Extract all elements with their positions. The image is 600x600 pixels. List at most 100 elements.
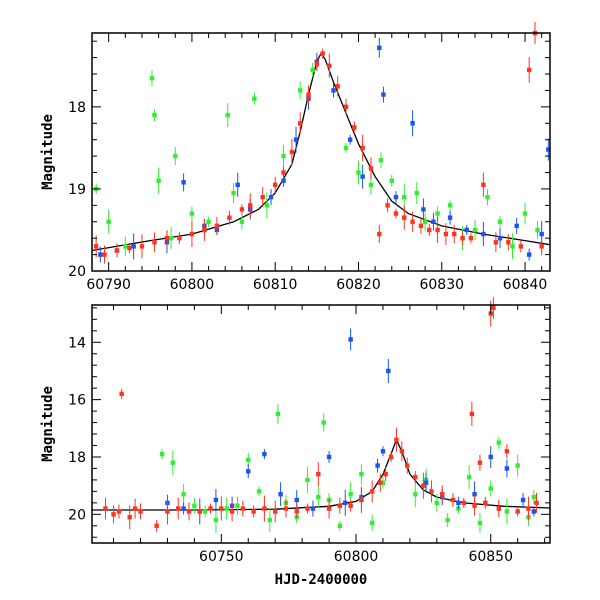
top-red-point: [127, 245, 132, 251]
top-blue-point: [393, 194, 399, 200]
top-red-point: [297, 121, 303, 126]
bottom-blue-point: [246, 469, 251, 474]
top-blue-point: [131, 244, 136, 249]
bottom-red-point: [477, 460, 483, 465]
top-blue-point: [464, 227, 469, 233]
bottom-green-point: [413, 492, 418, 497]
bottom-green-point: [434, 500, 440, 506]
top-red-point: [320, 51, 325, 56]
top-green-point: [264, 203, 270, 208]
bottom-red-point: [186, 509, 192, 514]
top-blue-point: [377, 45, 382, 50]
bottom-green-point: [235, 503, 240, 508]
bottom-red-point: [369, 489, 375, 494]
bottom-blue-point: [520, 497, 526, 503]
bottom-red-point: [440, 492, 445, 497]
bottom-red-point: [103, 506, 108, 511]
bottom-green-point: [359, 471, 364, 477]
bottom-red-point: [154, 523, 159, 528]
bottom-red-point: [348, 503, 353, 508]
top-red-point: [368, 166, 374, 171]
bottom-blue-point: [326, 454, 332, 460]
bottom-blue-point: [213, 497, 219, 503]
top-red-point: [539, 244, 544, 249]
bottom-x-tick-label: 60800: [334, 549, 379, 565]
top-y-axis-label: Magnitude: [40, 114, 56, 190]
bottom-y-tick-label: 18: [68, 450, 86, 466]
bottom-panel-marks: [92, 296, 551, 534]
top-green-point: [356, 170, 361, 175]
top-blue-point: [526, 252, 532, 257]
bottom-green-point: [192, 503, 197, 508]
bottom-red-point: [132, 506, 138, 511]
bottom-panel-axes: 60750 60800 60850 14 16 18 20: [68, 305, 550, 565]
bottom-red-point: [483, 500, 488, 506]
bottom-green-point: [159, 451, 165, 457]
bottom-red-point: [176, 506, 181, 511]
top-green-point: [472, 227, 478, 233]
top-red-point: [518, 244, 524, 249]
bottom-green-point: [369, 520, 375, 526]
top-x-tick-label: 60790: [86, 277, 131, 293]
bottom-red-point: [491, 305, 496, 311]
top-red-point: [526, 67, 532, 73]
top-red-point: [443, 231, 449, 237]
bottom-blue-point: [262, 451, 267, 457]
bottom-green-point: [305, 477, 310, 483]
top-y-tick-label: 19: [68, 182, 86, 198]
bottom-red-point: [461, 500, 466, 506]
top-panel: 60790 60800 60810 60820 60830 60840 18 19 20 Mag…: [40, 22, 551, 293]
top-red-point: [452, 231, 457, 237]
top-green-point: [239, 219, 245, 224]
top-blue-point: [431, 219, 436, 224]
top-red-point: [327, 63, 332, 69]
top-red-point: [418, 223, 424, 229]
top-red-point: [402, 215, 407, 220]
top-green-point: [402, 194, 407, 200]
bottom-panel: 60750 60800 60850 14 16 18 20 Magnitude: [40, 296, 551, 565]
top-red-point: [393, 211, 399, 216]
bottom-blue-point: [472, 492, 477, 497]
top-red-point: [306, 92, 311, 97]
bottom-red-point: [359, 497, 364, 503]
bottom-blue-point: [531, 509, 537, 514]
bottom-blue-point: [456, 500, 461, 506]
bottom-blue-point: [348, 337, 353, 342]
top-red-point: [481, 182, 486, 188]
bottom-green-point: [321, 420, 326, 425]
top-red-point: [139, 244, 145, 249]
bottom-red-point: [283, 506, 289, 511]
top-x-tick-label: 60840: [503, 277, 548, 293]
top-green-point: [497, 219, 503, 224]
top-blue-point: [331, 88, 336, 93]
bottom-blue-point: [488, 454, 493, 460]
top-red-point: [177, 235, 182, 241]
bottom-red-point: [208, 506, 213, 511]
top-blue-point: [546, 147, 551, 152]
top-red-point: [493, 240, 499, 245]
top-blue-point: [360, 174, 365, 179]
top-green-point: [231, 190, 236, 196]
bottom-x-tick-label: 60750: [199, 549, 244, 565]
top-red-point: [343, 104, 349, 110]
bottom-red-point: [469, 411, 475, 417]
top-blue-point: [514, 223, 519, 229]
top-red-point: [352, 125, 357, 130]
top-red-point: [152, 240, 157, 245]
top-red-point: [248, 203, 253, 208]
top-red-point: [506, 240, 511, 245]
bottom-red-point: [273, 509, 278, 514]
top-green-point: [297, 88, 303, 93]
top-red-point: [468, 235, 474, 241]
bottom-red-point: [515, 509, 520, 514]
bottom-red-point: [429, 489, 434, 494]
top-green-point: [343, 145, 349, 151]
bottom-red-point: [119, 391, 124, 397]
bottom-green-point: [275, 411, 281, 417]
top-red-point: [102, 252, 107, 257]
top-panel-axes: 60790 60800 60810 60820 60830 60840 18 19 20: [68, 33, 550, 293]
bottom-blue-point: [343, 500, 348, 506]
top-green-point: [447, 203, 453, 208]
bottom-red-point: [219, 506, 224, 511]
